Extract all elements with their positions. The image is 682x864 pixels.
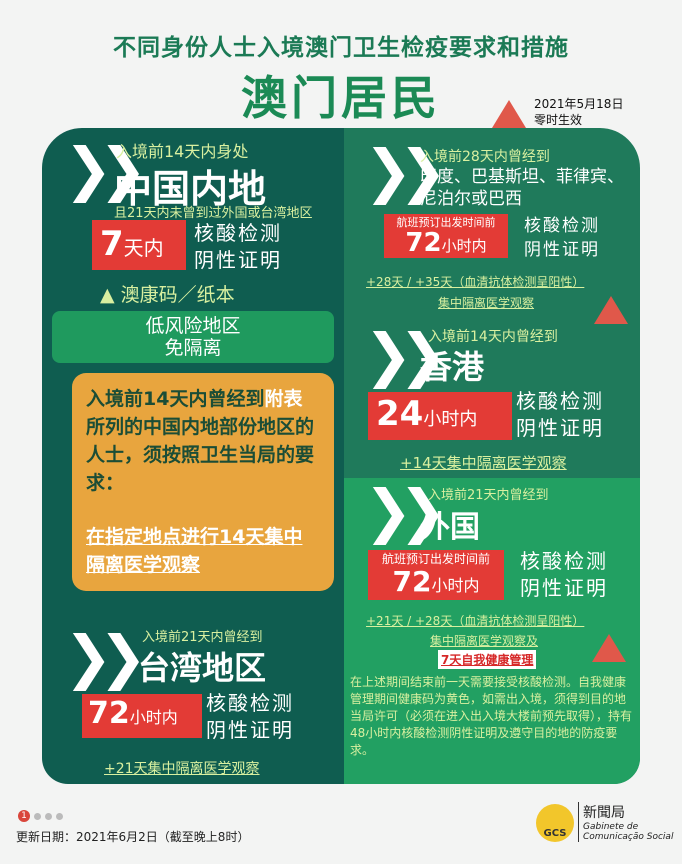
logo-text: 新聞局 Gabinete de Comunicação Social	[578, 802, 676, 842]
hk-quarantine: +14天集中隔离医学观察	[400, 454, 567, 472]
foreign-note: 在上述期间结束前一天需要接受核酸检测。自我健康管理期间健康码为黄色，如需出入境，…	[350, 675, 633, 757]
page-title: 澳门居民	[241, 71, 441, 125]
test1: 核酸检测	[516, 389, 604, 413]
logo-mark: GCS	[536, 804, 574, 842]
effective-date-text: 2021年5月18日	[534, 97, 624, 111]
risk-action: 在指定地点进行14天集中隔离医学观察	[86, 526, 303, 576]
test-requirement: 核酸检测 阴性证明	[520, 548, 608, 602]
time-badge: 72小时内	[82, 694, 202, 738]
risk-text-b: 所列的中国内地部份地区的人士，须按照卫生当局的要求：	[86, 416, 315, 494]
right-panel: ❯❯ 入境前28天内曾经到 印度、巴基斯坦、菲律宾、 尼泊尔或巴西 航班预订出发时…	[344, 128, 640, 784]
foreign-region: 外国	[420, 510, 480, 545]
test1: 核酸检测	[194, 221, 282, 245]
india-extra1: +28天 / +35天（血清抗体检测呈阳性）	[366, 275, 585, 289]
india-pre: 入境前28天内曾经到	[420, 149, 550, 165]
left-panel: ❯❯ 入境前14天内身处 中国内地 且21天内未曾到过外国或台湾地区 7天内 核…	[42, 128, 344, 784]
warning-triangle-icon	[594, 296, 628, 324]
india-region: 印度、巴基斯坦、菲律宾、 尼泊尔或巴西	[420, 166, 636, 210]
hk-pre: 入境前14天内曾经到	[428, 329, 558, 345]
page-dot[interactable]	[34, 812, 41, 820]
logo-cn: 新聞局	[583, 805, 625, 821]
taiwan-pre: 入境前21天内曾经到	[142, 630, 263, 645]
page-dot[interactable]	[56, 812, 63, 820]
low-risk-label: 低风险地区	[145, 315, 241, 337]
foreign-section: ❯❯ 入境前21天内曾经到 外国 航班预订出发时间前 72小时内 核酸检测 阴性证明…	[344, 478, 640, 784]
region-line1: 印度、巴基斯坦、菲律宾、	[420, 167, 624, 187]
gcs-logo: GCS 新聞局 Gabinete de Comunicação Social	[510, 798, 678, 848]
current-page[interactable]: 1	[18, 810, 30, 822]
page-dot[interactable]	[45, 812, 52, 820]
warning-triangle-icon	[492, 100, 526, 128]
test2: 阴性证明	[206, 718, 294, 742]
warning-triangle-icon	[592, 634, 626, 662]
mainland-pre: 入境前14天内身处	[116, 142, 249, 161]
low-risk-box: 低风险地区 免隔离	[52, 311, 334, 363]
time-unit: 小时内	[441, 237, 487, 255]
flight-note: 航班预订出发时间前	[396, 216, 496, 229]
effective-date: 2021年5月18日 零时生效	[534, 96, 623, 128]
health-code: ▲ 澳康码／纸本	[100, 284, 235, 306]
test2: 阴性证明	[520, 576, 608, 600]
appendix-link[interactable]: 附表	[264, 388, 303, 410]
risk-text: 入境前14天内曾经到	[86, 388, 265, 410]
time-num: 72	[392, 565, 432, 598]
test1: 核酸检测	[206, 691, 294, 715]
time-badge: 24小时内	[368, 392, 512, 440]
taiwan-quarantine: +21天集中隔离医学观察	[104, 761, 260, 777]
foreign-extra2: 集中隔离医学观察及	[430, 634, 539, 648]
flight-note: 航班预订出发时间前	[381, 552, 490, 566]
region-line2: 尼泊尔或巴西	[420, 189, 522, 209]
time-badge: 7天内	[92, 220, 186, 270]
taiwan-region: 台湾地区	[138, 649, 267, 687]
test2: 阴性证明	[516, 416, 604, 440]
test-requirement: 核酸检测 阴性证明	[516, 388, 604, 442]
hk-region: 香港	[420, 348, 485, 386]
test1: 核酸检测	[524, 216, 600, 236]
foreign-pre: 入境前21天内曾经到	[428, 488, 549, 503]
time-num: 72	[405, 228, 442, 258]
page-indicator[interactable]: 1	[18, 810, 63, 822]
india-extra2: 集中隔离医学观察	[438, 296, 535, 310]
mainland-region: 中国内地	[114, 167, 267, 211]
self-health-management: 7天自我健康管理	[438, 650, 537, 669]
logo-pt1: Gabinete de	[583, 822, 639, 832]
time-unit: 天内	[123, 236, 164, 260]
update-date: 更新日期：2021年6月2日（截至晚上8时）	[16, 830, 250, 844]
time-num: 72	[88, 696, 130, 731]
time-badge: 航班预订出发时间前 72小时内	[368, 550, 504, 600]
test1: 核酸检测	[520, 549, 608, 573]
test-requirement: 核酸检测 阴性证明	[194, 220, 282, 274]
time-num: 24	[376, 394, 424, 434]
time-num: 7	[100, 224, 124, 264]
logo-pt2: Comunicação Social	[583, 832, 674, 842]
test-requirement: 核酸检测 阴性证明	[524, 214, 600, 262]
time-unit: 小时内	[129, 708, 178, 727]
test-requirement: 核酸检测 阴性证明	[206, 690, 294, 744]
time-badge: 航班预订出发时间前 72小时内	[384, 214, 508, 258]
time-unit: 小时内	[431, 576, 480, 595]
mainland-cond: 且21天内未曾到过外国或台湾地区	[114, 206, 313, 221]
effective-note: 零时生效	[534, 113, 583, 127]
foreign-extra1: +21天 / +28天（血清抗体检测呈阳性）	[366, 614, 585, 628]
time-unit: 小时内	[423, 409, 478, 430]
test2: 阴性证明	[524, 240, 600, 260]
risk-area-box: 入境前14天内曾经到附表所列的中国内地部份地区的人士，须按照卫生当局的要求： 在…	[72, 373, 334, 591]
no-quarantine-label: 免隔离	[164, 337, 222, 359]
test2: 阴性证明	[194, 248, 282, 272]
subtitle: 不同身份人士入境澳门卫生检疫要求和措施	[113, 35, 569, 61]
chevron-icon: ❯❯	[64, 623, 147, 691]
